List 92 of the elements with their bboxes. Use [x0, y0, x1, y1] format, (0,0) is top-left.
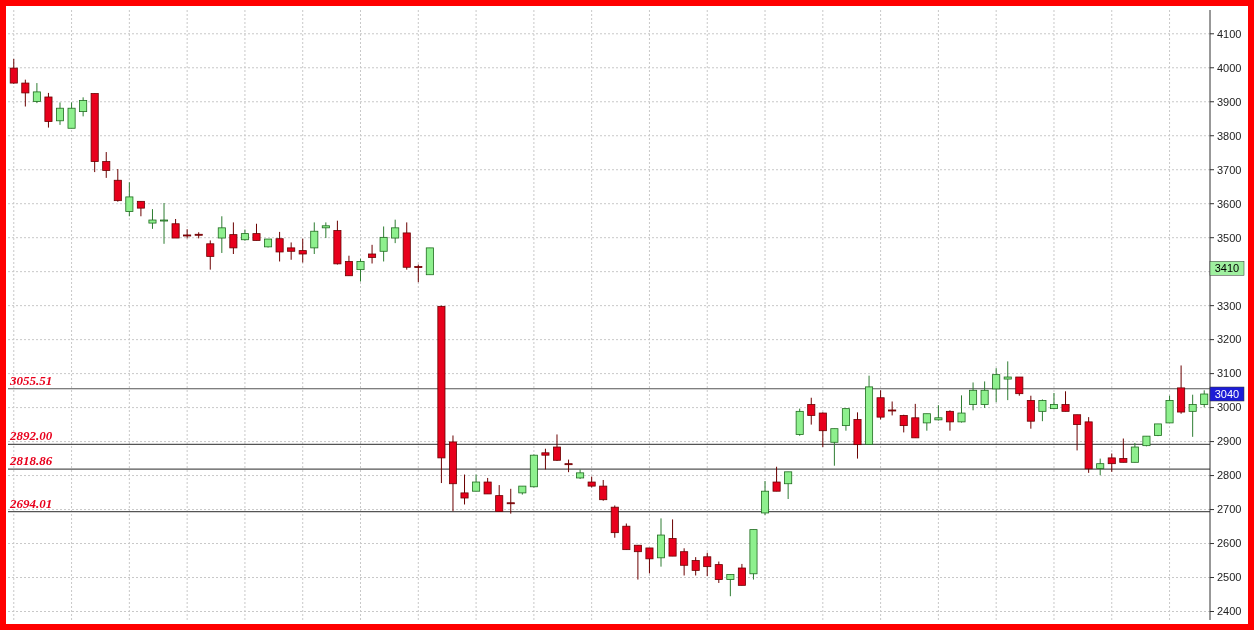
candlestick — [183, 228, 192, 239]
candlestick — [79, 96, 88, 117]
candlestick — [356, 258, 365, 283]
y-tick-label: 2400 — [1217, 605, 1242, 618]
candlestick — [668, 518, 677, 557]
candlestick — [714, 561, 723, 584]
candlestick — [633, 544, 642, 581]
candlestick — [645, 547, 654, 574]
candlestick — [957, 394, 966, 424]
ref-line-label: 2694.01 — [9, 495, 53, 511]
candlestick — [56, 101, 64, 126]
candlestick — [125, 181, 134, 217]
y-tick-label: 3600 — [1217, 197, 1242, 210]
candlestick — [691, 556, 700, 576]
candlestick — [67, 101, 76, 129]
candlestick — [275, 231, 284, 262]
candlestick — [1119, 438, 1128, 463]
candlestick — [1026, 395, 1035, 430]
candlestick — [772, 466, 781, 492]
candlestick — [818, 411, 827, 448]
candlestick — [113, 168, 122, 203]
candlestick — [761, 480, 770, 516]
candlestick — [1038, 398, 1047, 422]
y-tick-label: 3200 — [1217, 333, 1242, 346]
y-tick-label: 2600 — [1217, 537, 1242, 550]
candlestick — [680, 547, 689, 576]
candlestick — [784, 471, 793, 500]
candlestick — [553, 433, 561, 462]
y-tick-label: 2700 — [1217, 503, 1242, 516]
candlestick — [599, 479, 608, 502]
candlestick — [969, 381, 978, 411]
candlestick — [703, 552, 712, 577]
candlestick — [657, 517, 665, 568]
annotation: 3040 — [1214, 387, 1240, 400]
candlestick — [876, 389, 885, 420]
candlestick — [217, 215, 226, 254]
candlestick — [945, 409, 954, 432]
annotation: 3410 — [1214, 262, 1240, 275]
candlestick — [980, 380, 989, 409]
y-tick-label: 2900 — [1217, 435, 1242, 448]
candlestick — [1003, 360, 1012, 401]
candlestick — [506, 488, 515, 515]
candlestick — [830, 428, 839, 467]
ref-line-label: 2818.86 — [9, 453, 53, 469]
candlestick — [136, 200, 145, 217]
candlestick — [9, 58, 18, 85]
y-tick-label: 3800 — [1217, 129, 1242, 142]
candlestick — [460, 474, 469, 505]
y-tick-label: 2500 — [1217, 571, 1242, 584]
candlestick — [911, 403, 920, 439]
candlestick — [495, 484, 504, 513]
candlestick — [992, 367, 1001, 403]
y-tick-label: 3100 — [1217, 367, 1242, 380]
candlestick — [1061, 390, 1070, 412]
candlestick — [737, 563, 746, 586]
candlestick — [1188, 394, 1197, 438]
candlestick — [298, 238, 307, 263]
ref-line-label: 2892.00 — [9, 428, 53, 444]
y-tick-label: 3900 — [1217, 95, 1242, 108]
candlestick — [32, 82, 41, 104]
candlestick — [1049, 392, 1058, 410]
candlestick — [368, 244, 377, 265]
y-tick-label: 3300 — [1217, 299, 1242, 312]
candlestick — [541, 448, 550, 470]
ref-line-label: 3055.51 — [9, 372, 53, 388]
candlestick — [726, 573, 735, 597]
y-tick-label: 3700 — [1217, 163, 1242, 176]
candlestick — [206, 239, 215, 271]
candlestick — [229, 221, 238, 255]
candlestick — [622, 522, 631, 551]
candlestick — [795, 408, 804, 437]
candlestick — [1107, 452, 1116, 473]
candlestick — [1073, 414, 1082, 451]
candlestick — [171, 218, 180, 239]
candlestick — [841, 408, 850, 432]
candlestick — [391, 219, 400, 244]
candlestick — [310, 221, 319, 255]
candlestick — [1130, 442, 1139, 463]
candlestick — [379, 225, 388, 262]
y-tick-label: 3000 — [1217, 401, 1242, 414]
candlestick — [1015, 376, 1024, 397]
y-tick-label: 2800 — [1217, 469, 1242, 482]
candlestick — [160, 202, 169, 245]
candlestick — [148, 208, 157, 230]
candlestick — [344, 255, 353, 277]
y-tick-label: 4000 — [1217, 61, 1242, 74]
y-tick-label: 3500 — [1217, 231, 1242, 244]
y-tick-label: 4100 — [1217, 27, 1242, 40]
candlestick — [102, 151, 111, 179]
candlestick — [807, 397, 816, 426]
candlestick — [1165, 395, 1174, 424]
candlestick — [21, 79, 30, 108]
